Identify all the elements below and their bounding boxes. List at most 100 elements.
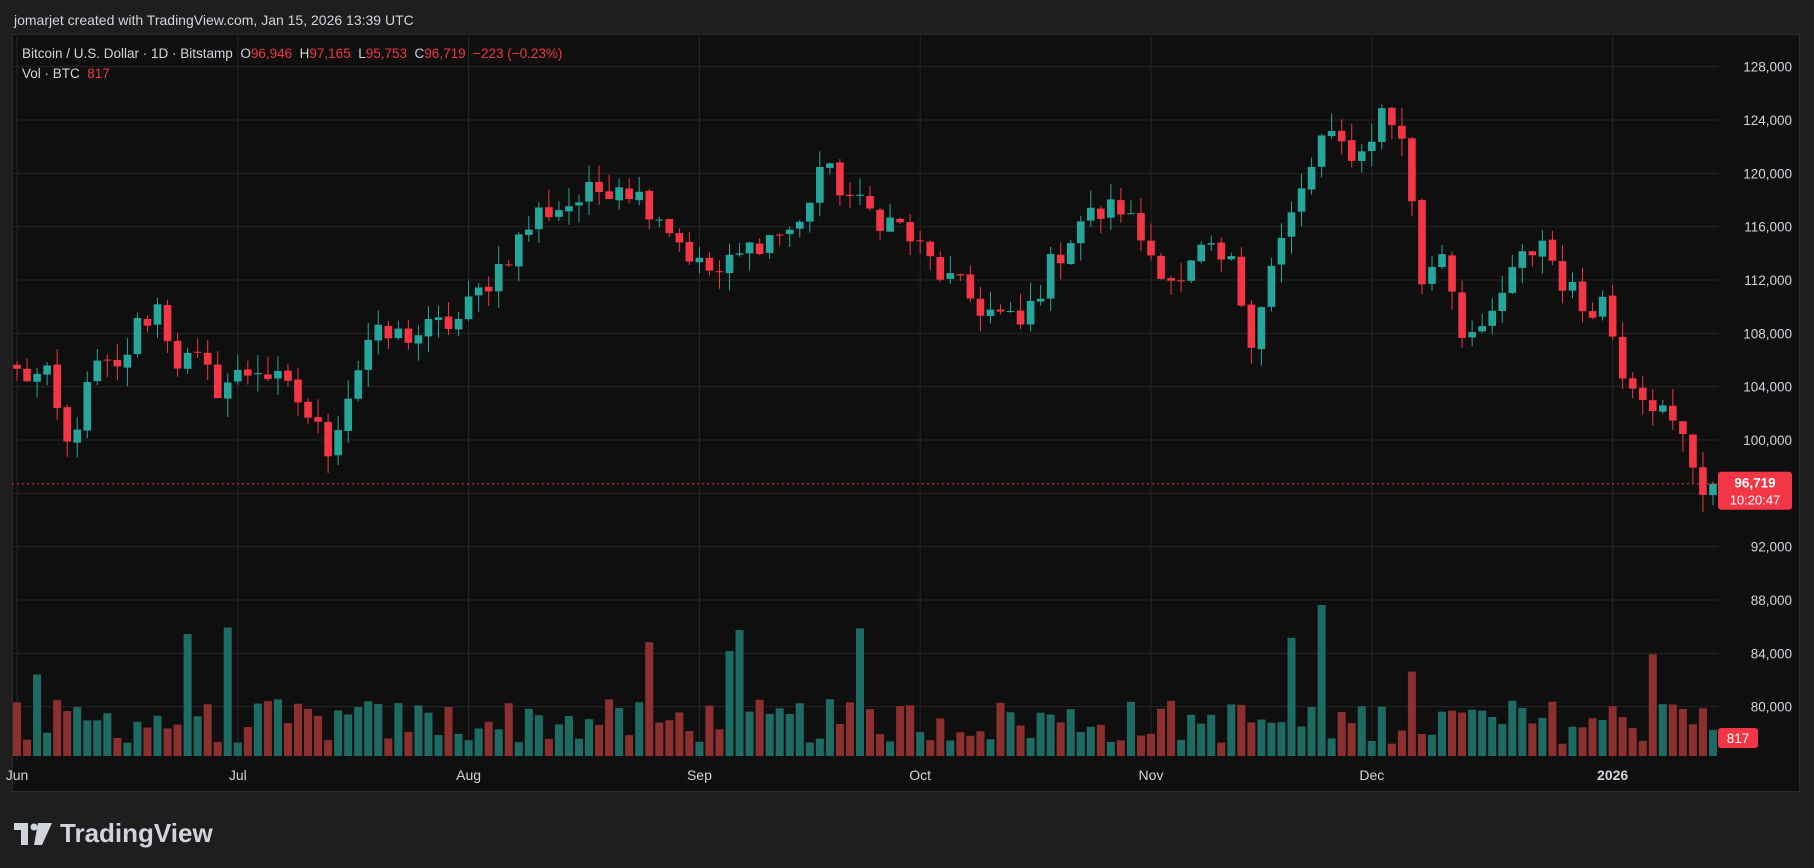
candle-body[interactable] [1428,266,1436,284]
candle-body[interactable] [816,167,824,203]
candle-body[interactable] [926,241,935,257]
candle-body[interactable] [414,335,423,344]
candle-body[interactable] [354,370,363,399]
candle-body[interactable] [715,271,724,273]
candle-body[interactable] [1137,213,1145,241]
candle-body[interactable] [1117,200,1125,215]
candle-body[interactable] [966,274,975,299]
candle-body[interactable] [454,318,463,330]
candle-body[interactable] [1197,244,1205,262]
candle-body[interactable] [555,210,563,217]
candle-body[interactable] [504,264,513,266]
candle-body[interactable] [675,233,684,243]
candle-body[interactable] [1167,278,1175,281]
candle-body[interactable] [1538,240,1547,257]
candle-body[interactable] [43,365,51,375]
candle-body[interactable] [1327,131,1336,137]
candle-body[interactable] [254,373,262,375]
candle-body[interactable] [866,195,874,209]
candle-body[interactable] [1086,207,1095,221]
candle-body[interactable] [1127,213,1135,215]
candle-body[interactable] [514,234,523,267]
candle-body[interactable] [374,324,383,341]
candle-body[interactable] [1679,421,1687,435]
candle-body[interactable] [705,257,714,271]
candle-body[interactable] [103,359,112,361]
candle-body[interactable] [314,417,322,422]
candle-body[interactable] [464,296,473,320]
candle-body[interactable] [1638,387,1647,400]
candle-body[interactable] [294,379,302,403]
candle-body[interactable] [996,309,1005,312]
candle-body[interactable] [1187,260,1195,281]
candle-body[interactable] [1097,208,1105,219]
candle-body[interactable] [1056,254,1065,264]
candle-body[interactable] [13,364,21,369]
candle-body[interactable] [203,352,212,365]
candle-body[interactable] [826,163,834,168]
candle-body[interactable] [1488,310,1497,326]
candle-body[interactable] [364,339,373,370]
candle-body[interactable] [1608,295,1617,337]
candle-body[interactable] [1006,311,1015,313]
candle-body[interactable] [494,264,503,292]
candle-body[interactable] [585,181,593,202]
candle-body[interactable] [474,287,483,296]
candle-body[interactable] [334,430,342,456]
candle-body[interactable] [545,207,553,218]
candle-body[interactable] [1257,307,1266,350]
candle-body[interactable] [1317,135,1326,167]
candle-body[interactable] [1076,221,1085,244]
candle-body[interactable] [1658,405,1667,412]
candle-body[interactable] [685,241,694,262]
candle-body[interactable] [1357,151,1366,161]
candle-body[interactable] [1478,326,1486,332]
candle-body[interactable] [1287,212,1296,237]
candle-body[interactable] [986,309,995,317]
candle-body[interactable] [1508,267,1517,293]
candle-body[interactable] [1147,240,1155,256]
candle-body[interactable] [795,221,804,229]
candle-body[interactable] [695,257,704,263]
candle-body[interactable] [1458,292,1466,338]
candle-body[interactable] [1066,243,1075,265]
candle-body[interactable] [63,407,72,442]
candle-body[interactable] [1277,237,1286,265]
candle-body[interactable] [434,317,443,321]
candle-body[interactable] [956,274,965,276]
candle-body[interactable] [1568,281,1577,291]
candle-body[interactable] [1398,125,1406,139]
candle-body[interactable] [1217,242,1226,260]
candle-body[interactable] [1267,265,1276,307]
candle-body[interactable] [1618,336,1627,379]
candle-body[interactable] [785,229,794,235]
candle-body[interactable] [1157,255,1165,279]
candle-body[interactable] [1518,251,1527,268]
candle-body[interactable] [595,181,603,193]
candle-body[interactable] [123,354,132,368]
candle-body[interactable] [1367,141,1376,152]
candle-body[interactable] [1247,304,1256,348]
candle-body[interactable] [1297,188,1306,212]
candle-body[interactable] [525,229,533,235]
candle-body[interactable] [193,351,202,353]
candle-body[interactable] [1016,310,1025,325]
candle-body[interactable] [183,352,192,369]
candle-body[interactable] [1558,261,1567,291]
candle-body[interactable] [1227,256,1236,260]
candle-body[interactable] [856,194,864,196]
candle-body[interactable] [615,187,623,201]
candle-body[interactable] [916,240,925,242]
candle-body[interactable] [1177,280,1185,282]
candle-body[interactable] [1598,296,1607,317]
candle-body[interactable] [394,328,403,339]
candle-body[interactable] [384,325,393,339]
candle-body[interactable] [765,235,774,254]
candle-body[interactable] [244,369,252,376]
candle-body[interactable] [745,242,754,254]
candle-body[interactable] [83,382,92,431]
candle-body[interactable] [444,316,453,329]
symbol-label[interactable]: Bitcoin / U.S. Dollar · 1D · Bitstamp [22,46,233,61]
candle-body[interactable] [163,305,172,342]
